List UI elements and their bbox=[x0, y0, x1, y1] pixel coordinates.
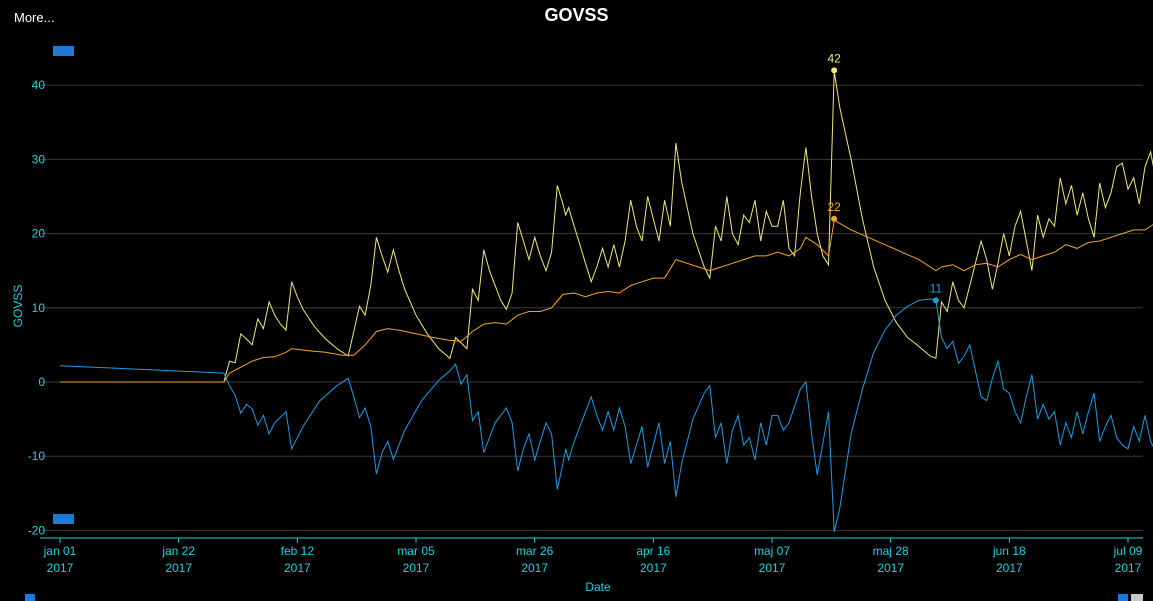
x-tick-label: apr 16 bbox=[636, 544, 670, 558]
x-tick-year: 2017 bbox=[759, 561, 786, 575]
range-handle-left[interactable] bbox=[25, 594, 35, 601]
x-axis-title: Date bbox=[585, 580, 611, 594]
x-tick-year: 2017 bbox=[996, 561, 1023, 575]
annotation-label: 22 bbox=[827, 200, 841, 214]
chart-title: GOVSS bbox=[544, 5, 609, 25]
annotations: 42 22 11 bbox=[827, 51, 943, 304]
govss-average-line bbox=[60, 219, 1153, 383]
x-tick-label: jan 22 bbox=[161, 544, 195, 558]
x-tick-label: mar 26 bbox=[516, 544, 554, 558]
x-tick-year: 2017 bbox=[47, 561, 74, 575]
x-tick-year: 2017 bbox=[877, 561, 904, 575]
x-tick-year: 2017 bbox=[284, 561, 311, 575]
y-tick-label: 30 bbox=[32, 152, 46, 166]
more-menu-link[interactable]: More... bbox=[14, 10, 55, 25]
annotation-label: 11 bbox=[930, 281, 943, 295]
x-tick-year: 2017 bbox=[521, 561, 548, 575]
annotation-marker bbox=[932, 297, 939, 304]
x-tick-label: maj 28 bbox=[873, 544, 909, 558]
y-tick-label: -20 bbox=[28, 523, 46, 537]
y-tick-label: 10 bbox=[32, 301, 46, 315]
x-tick-label: jun 18 bbox=[992, 544, 1026, 558]
x-tick-label: jul 09 bbox=[1113, 544, 1143, 558]
annotation-label: 42 bbox=[827, 51, 841, 65]
grid-lines bbox=[40, 84, 1143, 531]
x-tick-year: 2017 bbox=[640, 561, 667, 575]
zoom-handle-bottom[interactable] bbox=[53, 514, 74, 524]
x-tick-year: 2017 bbox=[403, 561, 430, 575]
y-axis-title: GOVSS bbox=[11, 285, 25, 328]
y-axis-ticks: -20 -10 0 10 20 30 40 bbox=[28, 78, 46, 537]
y-tick-label: 40 bbox=[32, 78, 46, 92]
y-tick-label: 0 bbox=[38, 375, 45, 389]
x-tick-year: 2017 bbox=[1115, 561, 1142, 575]
x-tick-label: feb 12 bbox=[281, 544, 315, 558]
y-tick-label: -10 bbox=[28, 449, 46, 463]
govss-line bbox=[60, 71, 1153, 383]
x-tick-year: 2017 bbox=[165, 561, 192, 575]
scroll-handle[interactable] bbox=[1131, 594, 1143, 601]
govss-delta-line bbox=[59, 298, 1153, 533]
x-axis: jan 01 2017 jan 22 2017 feb 12 2017 mar 05 2017… bbox=[40, 537, 1143, 575]
y-tick-label: 20 bbox=[32, 227, 46, 241]
series-lines bbox=[59, 71, 1153, 533]
x-tick-label: mar 05 bbox=[397, 544, 435, 558]
range-handle-right[interactable] bbox=[1118, 594, 1128, 601]
annotation-marker bbox=[831, 215, 838, 222]
zoom-handle-top[interactable] bbox=[53, 46, 74, 56]
x-tick-label: jan 01 bbox=[43, 544, 77, 558]
annotation-marker bbox=[831, 67, 838, 74]
x-tick-label: maj 07 bbox=[754, 544, 790, 558]
